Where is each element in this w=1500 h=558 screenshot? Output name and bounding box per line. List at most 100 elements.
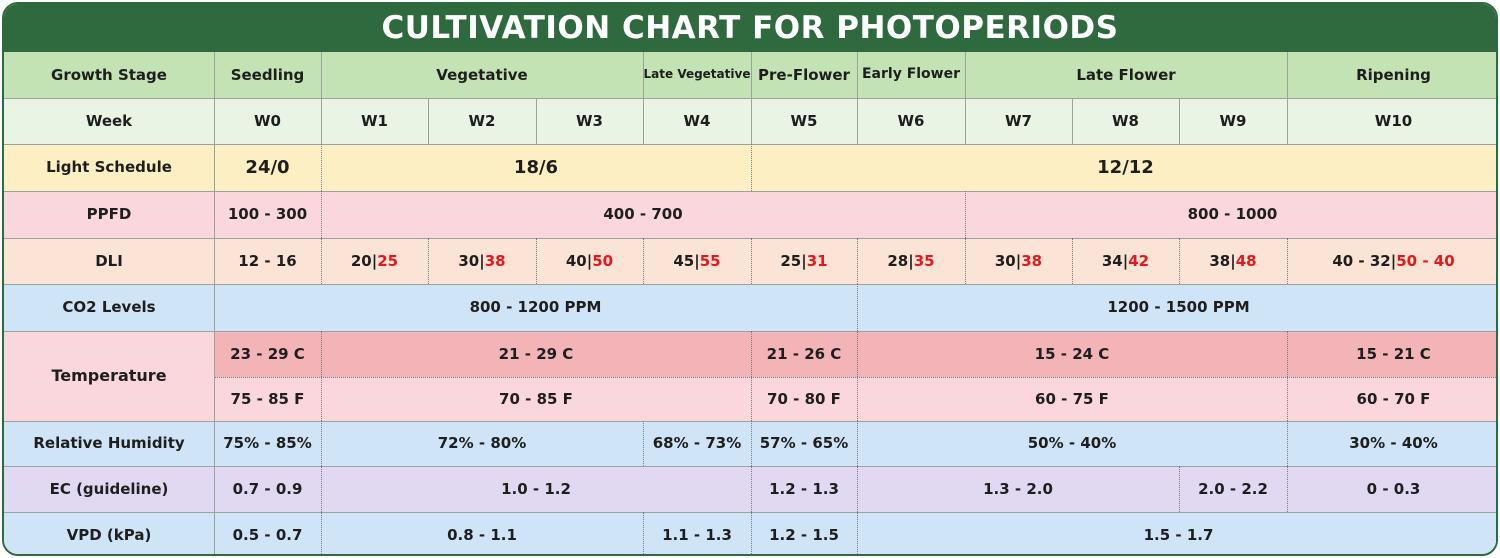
co2-value: 1200 - 1500 PPM [1107, 298, 1250, 317]
column-divider [321, 466, 322, 512]
column-divider [1179, 98, 1180, 144]
dli-value: 30 | 38 [965, 238, 1072, 284]
week-cell: W1 [361, 111, 388, 130]
column-divider [965, 98, 966, 144]
dli-separator: | [1230, 251, 1236, 270]
temperature-c-value: 23 - 29 C [230, 344, 305, 363]
column-divider [643, 238, 644, 284]
column-divider [965, 191, 966, 238]
column-divider [1072, 98, 1073, 144]
column-divider [428, 98, 429, 144]
dli-value-b: 38 [1021, 251, 1043, 270]
column-divider [1287, 98, 1288, 144]
humidity-value: 72% - 80% [437, 434, 527, 453]
chart-title: CULTIVATION CHART FOR PHOTOPERIODS [4, 4, 1496, 52]
column-divider [321, 421, 322, 466]
ppfd-value: 100 - 300 [227, 205, 308, 224]
column-divider [857, 466, 858, 512]
dli-value: 40 | 50 [536, 238, 643, 284]
row-background [4, 284, 1496, 331]
dli-value-a: 20 [350, 251, 372, 270]
temperature-c-value: 15 - 21 C [1356, 344, 1431, 363]
column-divider [751, 421, 752, 466]
row-label-temperature: Temperature [51, 366, 167, 386]
temperature-c-value: 15 - 24 C [1034, 344, 1110, 363]
row-divider [4, 512, 1496, 513]
column-divider [965, 52, 966, 98]
week-cell: W0 [254, 111, 281, 130]
vpd-value: 0.5 - 0.7 [232, 525, 303, 544]
row-label-co2: CO2 Levels [62, 298, 156, 317]
column-divider [321, 52, 322, 98]
dli-value: 38 | 48 [1179, 238, 1287, 284]
column-divider [214, 52, 215, 554]
humidity-value: 30% - 40% [1349, 434, 1438, 453]
humidity-value: 68% - 73% [652, 434, 742, 453]
row-divider [4, 144, 1496, 145]
dli-separator: | [586, 251, 593, 270]
column-divider [643, 52, 644, 98]
column-divider [1287, 238, 1288, 284]
row-background [4, 144, 1496, 191]
column-divider [751, 52, 752, 98]
row-divider [4, 191, 1496, 192]
dli-value-a: 30 [994, 251, 1016, 270]
dli-value-b: 25 [377, 251, 399, 270]
temperature-label-background [4, 331, 214, 421]
column-divider [751, 466, 752, 512]
dli-value: 34 | 42 [1072, 238, 1179, 284]
row-label-humidity: Relative Humidity [33, 434, 185, 453]
dli-value-b: 31 [806, 251, 828, 270]
light-schedule-value: 12/12 [1097, 156, 1154, 178]
column-divider [1287, 52, 1288, 98]
row-background [4, 421, 1496, 466]
dli-value: 25 | 31 [751, 238, 857, 284]
column-divider [857, 421, 858, 466]
column-divider [321, 191, 322, 238]
dli-separator: | [1122, 251, 1129, 270]
column-divider [536, 238, 537, 284]
column-divider [751, 98, 752, 144]
column-divider [965, 238, 966, 284]
column-divider [1287, 466, 1288, 512]
column-divider [751, 512, 752, 554]
dli-value: 45 | 55 [643, 238, 751, 284]
column-divider [1287, 421, 1288, 466]
stage-header: Vegetative [436, 65, 528, 84]
week-cell: W9 [1219, 111, 1247, 130]
temperature-f-value: 60 - 70 F [1356, 389, 1431, 408]
dli-value-b: 35 [913, 251, 935, 270]
humidity-value: 57% - 65% [759, 434, 849, 453]
week-cell: W5 [790, 111, 818, 130]
temperature-c-value: 21 - 26 C [766, 344, 842, 363]
co2-value: 800 - 1200 PPM [469, 298, 602, 317]
stage-header: Pre-Flower [758, 65, 850, 84]
dli-value: 40 - 32 | 50 - 40 [1287, 238, 1496, 284]
row-label-week: Week [85, 111, 133, 130]
row-label-growth-stage: Growth Stage [51, 65, 167, 84]
column-divider [643, 512, 644, 554]
week-cell: W6 [897, 111, 925, 130]
dli-separator: | [694, 251, 700, 270]
column-divider [643, 98, 644, 144]
dli-separator: | [1390, 251, 1397, 270]
column-divider [1287, 331, 1288, 421]
ec-value: 0.7 - 0.9 [232, 479, 303, 498]
week-cell: W8 [1112, 111, 1139, 130]
ec-value: 1.3 - 2.0 [983, 479, 1053, 498]
column-divider [751, 144, 752, 191]
row-background [4, 52, 1496, 98]
week-cell: W10 [1374, 111, 1413, 130]
row-label-dli: DLI [95, 251, 123, 270]
column-divider [536, 98, 537, 144]
vpd-value: 1.1 - 1.3 [662, 525, 732, 544]
dli-value-a: 40 [565, 251, 587, 270]
vpd-value: 1.5 - 1.7 [1143, 525, 1214, 544]
row-label-light-schedule: Light Schedule [46, 158, 172, 177]
row-background [4, 98, 1496, 144]
temperature-f-value: 60 - 75 F [1035, 389, 1109, 408]
row-divider [4, 331, 1496, 332]
week-cell: W2 [468, 111, 496, 130]
ec-value: 1.2 - 1.3 [769, 479, 839, 498]
column-divider [1179, 238, 1180, 284]
